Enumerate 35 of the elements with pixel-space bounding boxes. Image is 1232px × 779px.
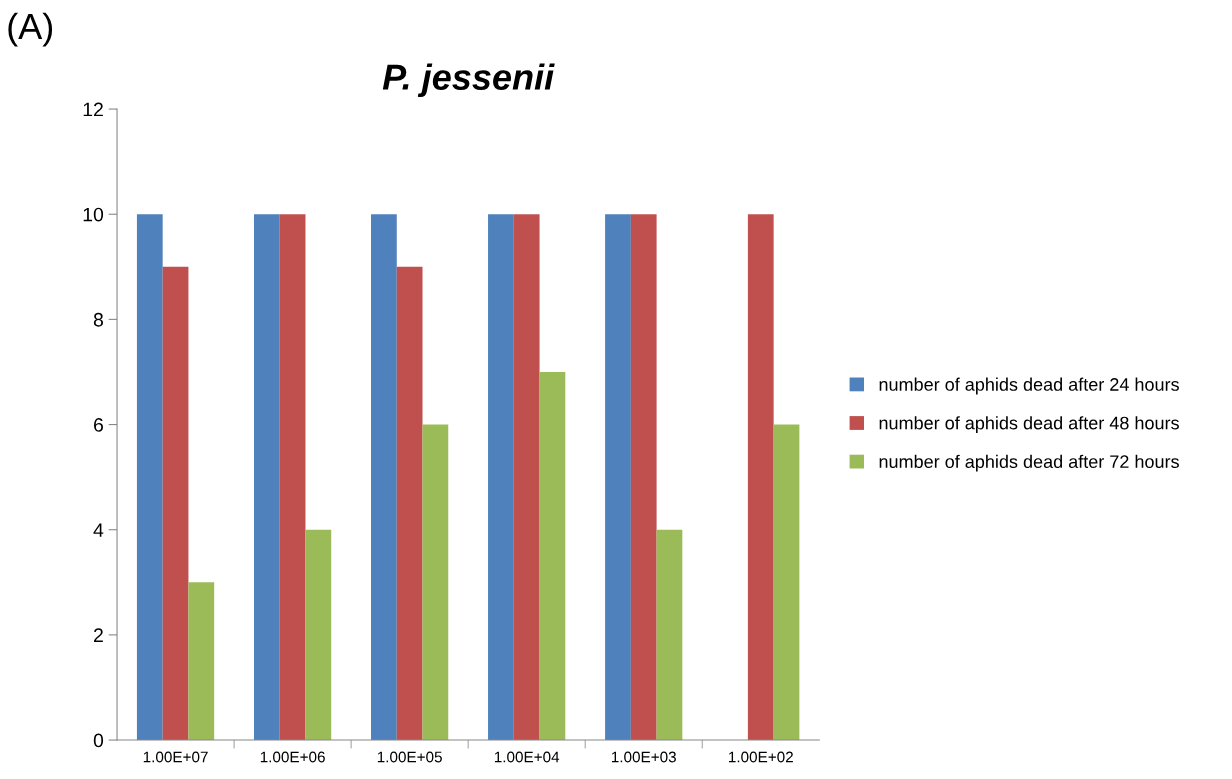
x-tick-label: 1.00E+06 — [260, 751, 325, 763]
x-tick-label: 1.00E+03 — [611, 751, 676, 763]
x-tick-label: 1.00E+04 — [494, 751, 560, 763]
bar — [656, 529, 683, 741]
y-tick-label: 0 — [93, 733, 104, 748]
bar — [539, 371, 566, 741]
x-tick-label: 1.00E+07 — [143, 751, 208, 763]
bar — [747, 214, 774, 741]
bar — [305, 529, 332, 741]
y-tick-label: 10 — [83, 207, 104, 222]
bar — [396, 266, 423, 741]
legend-label: number of aphids dead after 24 hours — [879, 377, 1179, 395]
bar — [279, 214, 306, 741]
x-tick-label: 1.00E+05 — [377, 751, 442, 763]
y-tick-label: 8 — [93, 312, 103, 327]
chart-title: P. jessenii — [382, 63, 555, 98]
bar — [188, 582, 215, 741]
bar — [162, 266, 189, 741]
bar — [513, 214, 540, 741]
bar — [253, 214, 280, 741]
bar — [605, 214, 631, 741]
bar — [488, 214, 514, 741]
bar — [773, 424, 800, 741]
bar — [136, 214, 163, 741]
x-tick-label: 1.00E+02 — [729, 751, 793, 763]
text: (A) — [8, 12, 53, 47]
legend-label: number of aphids dead after 72 hours — [879, 454, 1179, 472]
bar — [630, 214, 657, 741]
y-tick-label: 12 — [83, 102, 103, 117]
y-tick-label: 2 — [94, 628, 103, 642]
bar — [422, 424, 449, 741]
y-tick-label: 6 — [94, 418, 103, 432]
bar — [371, 214, 397, 741]
y-tick-label: 4 — [93, 523, 104, 537]
legend-label: number of aphids dead after 48 hours — [879, 416, 1179, 434]
